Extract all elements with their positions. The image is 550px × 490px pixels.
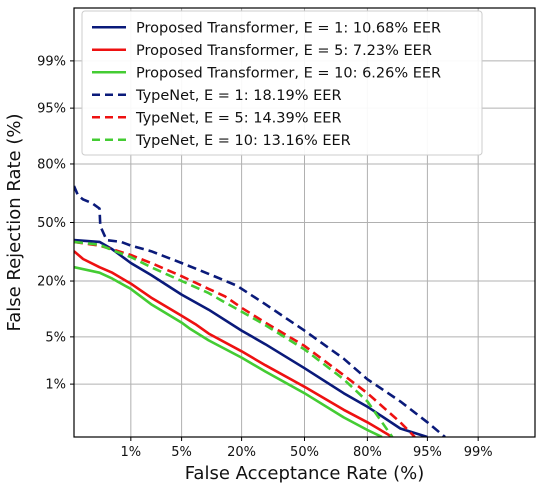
series-line-6 [74, 240, 394, 437]
y-tick-label: 99% [37, 54, 66, 69]
x-tick-label: 99% [464, 445, 493, 460]
x-tick-label: 95% [413, 445, 442, 460]
legend-entry-label: TypeNet, E = 5: 14.39% EER [135, 110, 342, 126]
y-tick-labels: 1% 5% 20% 50% 80% 95% 99% [37, 54, 66, 392]
y-tick-label: 20% [37, 275, 66, 290]
y-tick-label: 50% [37, 216, 66, 231]
x-tick-label: 5% [171, 445, 192, 460]
legend: Proposed Transformer, E = 1: 10.68% EER P… [81, 10, 483, 156]
legend-entry-label: TypeNet, E = 1: 18.19% EER [135, 88, 342, 104]
legend-entry-label: Proposed Transformer, E = 5: 7.23% EER [136, 43, 432, 59]
x-tick-label: 50% [290, 445, 319, 460]
x-tick-label: 20% [227, 445, 256, 460]
x-tick-label: 1% [121, 445, 142, 460]
legend-box [81, 10, 483, 156]
y-axis-title: False Rejection Rate (%) [4, 114, 25, 332]
y-tick-label: 1% [45, 378, 66, 393]
y-tick-label: 80% [37, 157, 66, 172]
series-line-4 [74, 185, 446, 437]
y-tick-label: 5% [45, 330, 66, 345]
x-tick-label: 80% [353, 445, 382, 460]
legend-entry-label: Proposed Transformer, E = 10: 6.26% EER [136, 65, 441, 81]
x-tick-labels: 1% 5% 20% 50% 80% 95% 99% [121, 445, 493, 460]
y-tick-label: 95% [37, 102, 66, 117]
x-axis-title: False Acceptance Rate (%) [185, 463, 425, 484]
legend-entry-label: TypeNet, E = 10: 13.16% EER [135, 133, 351, 149]
series-line-2 [74, 250, 393, 437]
series-line-3 [74, 265, 383, 437]
plot-frame [73, 7, 536, 438]
legend-entry-label: Proposed Transformer, E = 1: 10.68% EER [136, 20, 441, 36]
series-layer [74, 185, 446, 437]
